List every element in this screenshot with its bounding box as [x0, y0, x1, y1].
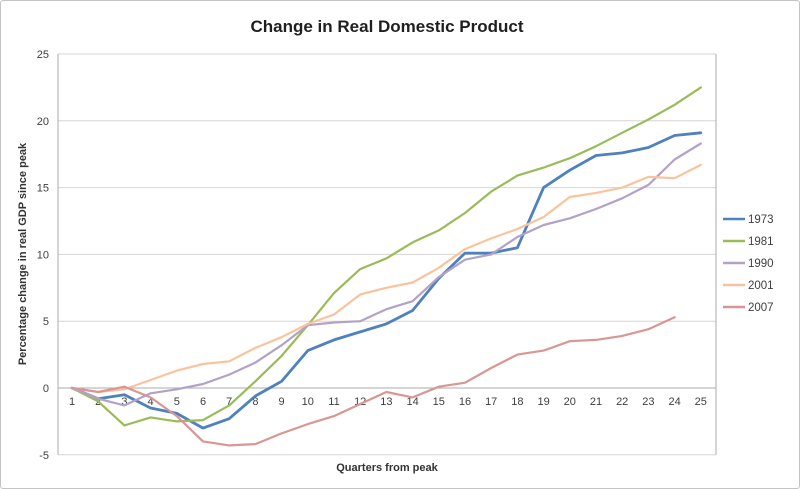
x-tick-label-25: 25 [695, 396, 707, 408]
legend-item-1990: 1990 [723, 258, 774, 270]
legend-label-2001: 2001 [748, 280, 774, 292]
x-tick-label-11: 11 [328, 396, 339, 408]
series-line-1973 [70, 131, 703, 430]
x-axis-title: Quarters from peak [336, 462, 438, 474]
y-tick-label-5: 5 [43, 316, 49, 328]
y-tick-label-15: 15 [37, 183, 49, 195]
y-tick-label--5: -5 [39, 450, 49, 462]
x-tick-label-19: 19 [537, 396, 549, 408]
chart-title: Change in Real Domestic Product [251, 17, 524, 36]
x-tick-label-8: 8 [252, 396, 258, 408]
x-tick-label-18: 18 [511, 396, 523, 408]
x-tick-label-20: 20 [564, 396, 576, 408]
x-tick-label-16: 16 [459, 396, 471, 408]
y-tick-label-0: 0 [43, 383, 49, 395]
x-tick-label-15: 15 [433, 396, 445, 408]
x-tick-label-13: 13 [380, 396, 392, 408]
series-line-1981 [70, 86, 702, 427]
legend: 1973 1981 1990 2001 2007 [723, 214, 774, 314]
y-axis-title: Percentage change in real GDP since peak [17, 142, 29, 365]
x-tick-label-5: 5 [174, 396, 180, 408]
x-tick-label-6: 6 [200, 396, 206, 408]
gridlines [57, 53, 717, 456]
x-tick-label-14: 14 [406, 396, 418, 408]
series-line-1990 [70, 142, 702, 407]
x-tick-label-9: 9 [279, 396, 285, 408]
y-tick-label-25: 25 [37, 49, 49, 61]
y-tick-label-20: 20 [37, 116, 49, 128]
y-tick-labels: -5 0 5 10 15 20 25 [37, 49, 49, 462]
x-tick-label-3: 3 [121, 396, 127, 408]
legend-item-2007: 2007 [723, 302, 774, 314]
x-tick-label-21: 21 [590, 396, 602, 408]
x-tick-label-7: 7 [226, 396, 232, 408]
series-line-2007 [70, 316, 676, 447]
x-tick-label-23: 23 [642, 396, 654, 408]
x-tick-label-10: 10 [302, 396, 314, 408]
legend-item-2001: 2001 [723, 280, 774, 292]
x-tick-label-22: 22 [616, 396, 628, 408]
legend-item-1973: 1973 [723, 214, 774, 226]
legend-label-2007: 2007 [748, 302, 774, 314]
x-tick-labels: 1 2 3 4 5 6 7 8 9 10 11 12 13 14 15 16 17 18 19 20 21 22 23 24 2… [69, 396, 707, 408]
legend-item-1981: 1981 [723, 236, 774, 248]
legend-label-1990: 1990 [748, 258, 774, 270]
x-tick-label-1: 1 [69, 396, 75, 408]
x-tick-label-17: 17 [485, 396, 497, 408]
legend-label-1981: 1981 [748, 236, 774, 248]
y-tick-label-10: 10 [37, 249, 49, 261]
x-tick-label-4: 4 [148, 396, 154, 408]
legend-label-1973: 1973 [748, 214, 774, 226]
x-tick-label-24: 24 [668, 396, 680, 408]
series-line-2001 [70, 163, 702, 394]
series-lines [70, 86, 703, 447]
